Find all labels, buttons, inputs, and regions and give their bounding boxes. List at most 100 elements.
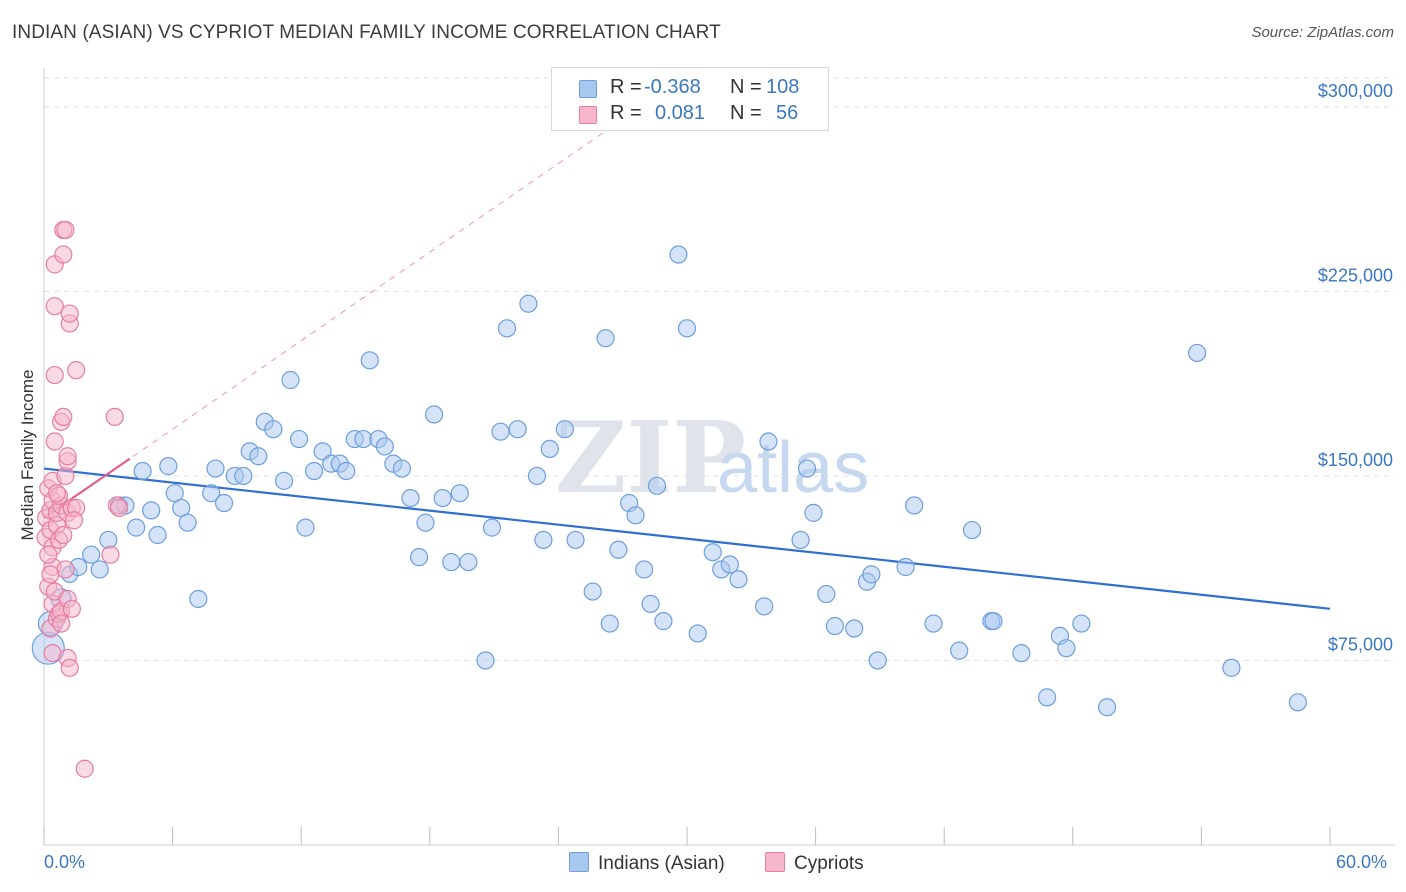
point-indians — [90, 560, 109, 579]
point-cypriots — [101, 545, 120, 564]
legend-n-value: 108 — [766, 76, 800, 98]
point-indians — [791, 530, 810, 550]
point-cypriots — [39, 545, 58, 564]
point-indians — [459, 552, 478, 572]
point-indians — [304, 461, 324, 481]
stats-legend: R = -0.368 N = 108 R = 0.081 N = 56 — [551, 67, 829, 131]
point-cypriots — [58, 447, 77, 466]
point-indians — [497, 319, 517, 338]
point-indians — [401, 488, 420, 508]
bottom-legend-label-indians: Indians (Asian) — [598, 853, 725, 874]
point-indians — [583, 582, 602, 601]
point-indians — [519, 294, 538, 313]
point-indians — [234, 466, 253, 486]
point-indians — [534, 530, 553, 550]
point-indians — [703, 543, 722, 562]
trend-layer — [43, 74, 1331, 610]
x-axis-min-label: 0.0% — [44, 852, 86, 872]
axis-layer: $75,000 $150,000 $225,000 $300,000 — [43, 68, 1395, 846]
y-tick-label: $150,000 — [1318, 450, 1393, 470]
point-indians — [817, 584, 836, 604]
legend-n-label: N = — [730, 102, 762, 124]
legend-swatch-indians — [579, 80, 597, 98]
point-indians — [1188, 343, 1207, 363]
legend-r-value: 0.081 — [655, 102, 706, 124]
point-indians — [924, 614, 943, 633]
point-indians — [392, 459, 412, 478]
trend-line-indians — [43, 467, 1331, 610]
point-indians — [133, 461, 152, 481]
point-indians — [804, 503, 823, 522]
point-indians — [527, 466, 547, 486]
point-indians — [688, 624, 707, 643]
legend-r-label: R = — [610, 76, 642, 98]
point-indians — [896, 557, 915, 577]
point-indians — [950, 641, 969, 660]
watermark-zip: ZIP — [555, 401, 746, 516]
points-layer — [31, 220, 1307, 778]
point-cypriots — [43, 643, 62, 663]
point-cypriots — [45, 365, 64, 385]
point-indians — [1057, 639, 1076, 658]
point-cypriots — [60, 658, 79, 677]
point-indians — [635, 560, 654, 579]
point-indians — [450, 484, 469, 503]
point-indians — [566, 530, 585, 550]
point-indians — [654, 612, 673, 631]
y-axis-label: Median Family Income — [18, 369, 37, 540]
point-indians — [274, 471, 294, 490]
point-cypriots — [105, 407, 124, 427]
point-indians — [202, 484, 221, 503]
point-indians — [905, 496, 924, 515]
point-indians — [178, 513, 197, 532]
point-indians — [962, 520, 982, 540]
point-cypriots — [41, 565, 60, 584]
bottom-legend-swatch-indians — [569, 852, 589, 872]
point-indians — [491, 422, 510, 441]
point-indians — [442, 552, 461, 572]
point-cypriots — [47, 484, 66, 503]
bottom-legend-indians: Indians (Asian) — [569, 852, 725, 875]
bottom-legend-cypriots: Cypriots — [765, 852, 864, 875]
point-cypriots — [109, 498, 129, 518]
point-indians — [476, 651, 495, 670]
legend-n-label: N = — [730, 76, 762, 98]
point-indians — [424, 405, 444, 424]
point-indians — [720, 555, 739, 574]
point-cypriots — [45, 297, 64, 316]
legend-row-indians: R = -0.368 N = 108 — [552, 75, 828, 101]
point-indians — [729, 570, 748, 589]
point-indians — [1222, 658, 1241, 677]
bottom-legend-swatch-cypriots — [765, 852, 785, 872]
trend-extension-cypriots — [43, 74, 688, 519]
watermark: ZIP atlas — [555, 401, 869, 516]
point-indians — [313, 442, 332, 461]
legend-r-label: R = — [610, 102, 642, 124]
point-indians — [669, 245, 688, 264]
point-indians — [984, 612, 1003, 631]
point-cypriots — [62, 599, 81, 618]
source-label: Source: ZipAtlas.com — [1251, 24, 1394, 41]
legend-row-cypriots: R = 0.081 N = 56 — [552, 101, 828, 127]
point-indians — [360, 351, 379, 370]
point-indians — [797, 459, 817, 478]
point-indians — [845, 619, 864, 638]
point-indians — [647, 476, 667, 495]
point-indians — [555, 420, 574, 439]
point-cypriots — [67, 361, 86, 380]
bottom-legend-label-cypriots: Cypriots — [794, 853, 864, 874]
point-indians — [249, 447, 268, 466]
point-indians — [862, 565, 881, 584]
point-indians — [214, 493, 234, 513]
point-cypriots — [54, 407, 73, 427]
point-cypriots — [45, 432, 64, 451]
point-indians — [1288, 693, 1307, 712]
y-tick-label: $300,000 — [1318, 81, 1393, 101]
point-cypriots — [56, 560, 75, 579]
point-cypriots — [52, 614, 71, 633]
point-indians — [1097, 698, 1117, 717]
point-indians — [433, 488, 452, 508]
point-indians — [337, 461, 356, 481]
legend-n-value: 56 — [776, 102, 799, 124]
point-indians — [127, 518, 146, 537]
